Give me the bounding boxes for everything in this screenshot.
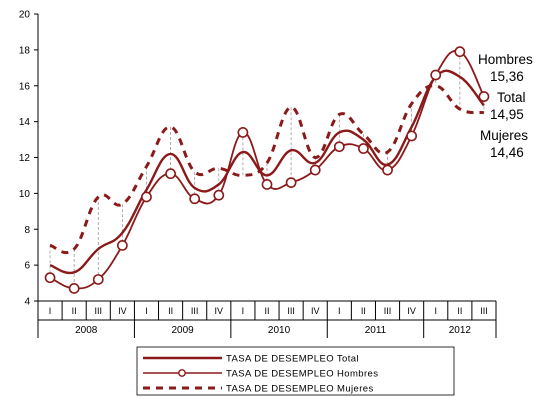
series-point-hombres [358, 143, 369, 154]
y-tick-label: 10 [19, 189, 31, 200]
annotation-total-label: Total [497, 90, 526, 105]
x-tick-label: I [145, 306, 148, 316]
x-tick-label: I [434, 306, 437, 316]
x-tick-label: II [457, 306, 462, 316]
y-tick-label: 20 [19, 10, 31, 21]
x-tick-label: I [49, 306, 52, 316]
year-label: 2010 [268, 325, 291, 336]
annotation-hombres-value: 15,36 [490, 69, 524, 84]
x-tick-label: III [191, 306, 199, 316]
series-point-hombres [213, 189, 225, 201]
x-tick-label: III [287, 306, 295, 316]
x-tick-label: III [480, 306, 488, 316]
series-point-hombres [261, 179, 273, 190]
year-label: 2011 [365, 325, 387, 336]
series-point-hombres [285, 177, 297, 189]
series-point-hombres [141, 191, 152, 203]
annotation-total-value: 14,95 [490, 107, 524, 122]
series-point-hombres [478, 91, 490, 102]
series-point-hombres [333, 141, 345, 153]
series-point-hombres [309, 164, 321, 176]
x-tick-label: IV [118, 306, 127, 316]
y-tick-label: 4 [24, 297, 30, 308]
series-point-hombres [165, 168, 176, 180]
series-point-hombres [237, 126, 249, 138]
annotation-hombres-label: Hombres [478, 52, 533, 67]
series-point-hombres [189, 193, 201, 205]
legend-label-total: TASA DE DESEMPLEO Total [226, 354, 359, 365]
y-tick-label: 12 [19, 153, 31, 164]
y-tick-label: 14 [19, 117, 31, 128]
x-tick-label: I [338, 306, 341, 316]
x-tick-label: IV [407, 306, 416, 316]
year-label: 2009 [172, 325, 195, 336]
year-label: 2008 [75, 325, 98, 336]
series-point-hombres [44, 272, 56, 284]
series-layer [44, 46, 490, 294]
x-tick-label: IV [311, 306, 320, 316]
series-point-hombres [382, 164, 393, 176]
series-line-mujeres [49, 84, 485, 255]
series-point-hombres [68, 283, 80, 294]
series-point-hombres [406, 130, 418, 142]
legend: TASA DE DESEMPLEO Total TASA DE DESEMPLE… [136, 346, 455, 396]
legend-label-hombres: TASA DE DESEMPLEO Hombres [226, 369, 378, 380]
x-tick-label: II [264, 306, 269, 316]
series-point-hombres [454, 46, 466, 58]
annotation-mujeres-label: Mujeres [480, 128, 528, 143]
y-tick-label: 8 [24, 225, 30, 236]
x-tick-label: III [95, 306, 103, 316]
x-tick-label: II [168, 306, 173, 316]
series-line-total [49, 69, 485, 275]
y-tick-label: 16 [19, 81, 31, 92]
x-tick-label: II [361, 306, 366, 316]
series-point-hombres [430, 69, 442, 81]
series-point-hombres [92, 274, 104, 285]
series-point-hombres [116, 239, 128, 251]
y-tick-label: 18 [19, 45, 31, 56]
year-label: 2012 [449, 325, 472, 336]
x-tick-label: IV [215, 306, 224, 316]
legend-label-mujeres: TASA DE DESEMPLEO Mujeres [226, 384, 374, 395]
y-tick-label: 6 [24, 261, 30, 272]
x-tick-label: II [72, 306, 77, 316]
annotation-mujeres-value: 14,46 [490, 145, 524, 160]
annotations: Hombres 15,36 Total 14,95 Mujeres 14,46 [478, 52, 533, 160]
legend-box [136, 346, 455, 396]
legend-marker-hombres [178, 369, 186, 377]
x-tick-label: III [384, 306, 392, 316]
x-tick-label: I [242, 306, 245, 316]
